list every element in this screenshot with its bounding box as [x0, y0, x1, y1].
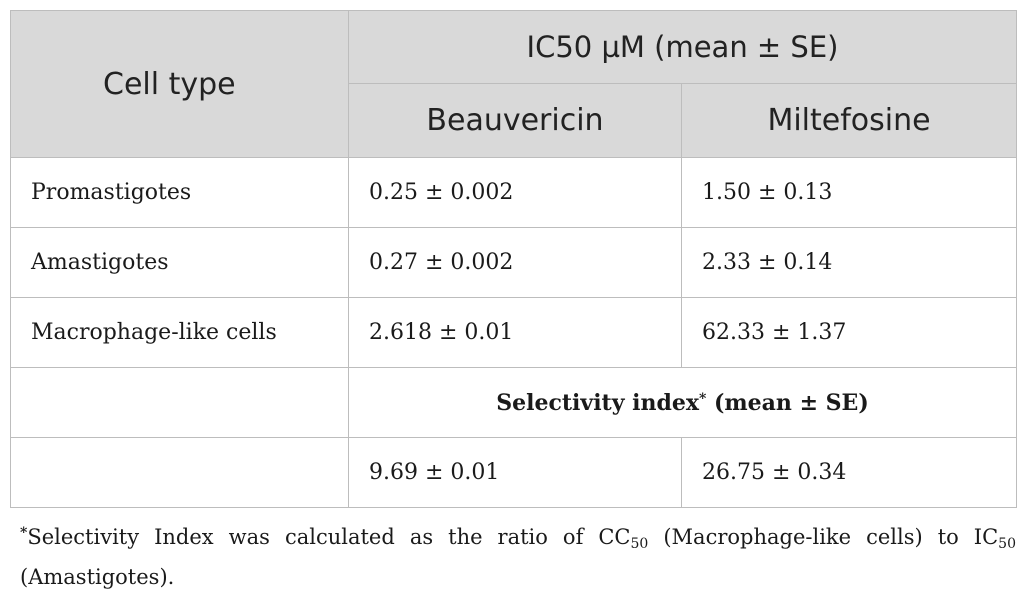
- miltefosine-value: 1.50 ± 0.13: [680, 157, 1018, 228]
- footnote-text-1: Selectivity Index was calculated as the …: [27, 525, 631, 549]
- footnote-text-3: (Amastigotes).: [20, 565, 175, 589]
- footnote-text-2: (Macrophage-like cells) to IC: [648, 525, 999, 549]
- empty-cell: [10, 367, 349, 438]
- table-footnote: *Selectivity Index was calculated as the…: [20, 517, 1016, 594]
- cell-type-header: Cell type: [10, 10, 349, 158]
- beauvericin-value: 0.27 ± 0.002: [348, 227, 682, 298]
- selectivity-title-main: Selectivity index: [496, 389, 699, 416]
- footnote-marker: *: [20, 525, 28, 541]
- selectivity-header-row: Selectivity index* (mean ± SE): [10, 367, 1018, 438]
- miltefosine-si-value: 26.75 ± 0.34: [680, 437, 1018, 508]
- table-row: 9.69 ± 0.01 26.75 ± 0.34: [10, 437, 1018, 508]
- miltefosine-header: Miltefosine: [680, 83, 1018, 158]
- beauvericin-si-value: 9.69 ± 0.01: [348, 437, 682, 508]
- header-row-2: Beauvericin Miltefosine: [11, 83, 1018, 158]
- header-row-1: Cell type IC50 µM (mean ± SE): [10, 10, 1018, 158]
- selectivity-index-title: Selectivity index* (mean ± SE): [347, 367, 1018, 438]
- beauvericin-header: Beauvericin: [348, 83, 682, 158]
- row-label: Amastigotes: [10, 227, 349, 298]
- table-row: Macrophage-like cells 2.618 ± 0.01 62.33…: [10, 297, 1018, 368]
- row-label: Promastigotes: [10, 157, 349, 228]
- miltefosine-value: 62.33 ± 1.37: [680, 297, 1018, 368]
- footnote-subscript-1: 50: [630, 536, 649, 552]
- table-row: Promastigotes 0.25 ± 0.002 1.50 ± 0.13: [10, 157, 1018, 228]
- footnote-marker: *: [699, 390, 707, 407]
- empty-cell: [10, 437, 349, 508]
- beauvericin-value: 0.25 ± 0.002: [348, 157, 682, 228]
- footnote-subscript-2: 50: [998, 536, 1016, 552]
- table-row: Amastigotes 0.27 ± 0.002 2.33 ± 0.14: [10, 227, 1018, 298]
- selectivity-title-suffix: (mean ± SE): [706, 389, 869, 416]
- beauvericin-value: 2.618 ± 0.01: [348, 297, 682, 368]
- results-table: Cell type IC50 µM (mean ± SE) Beauverici…: [10, 10, 1018, 508]
- row-label: Macrophage-like cells: [10, 297, 349, 368]
- ic50-group-header: IC50 µM (mean ± SE): [347, 10, 1018, 84]
- miltefosine-value: 2.33 ± 0.14: [680, 227, 1018, 298]
